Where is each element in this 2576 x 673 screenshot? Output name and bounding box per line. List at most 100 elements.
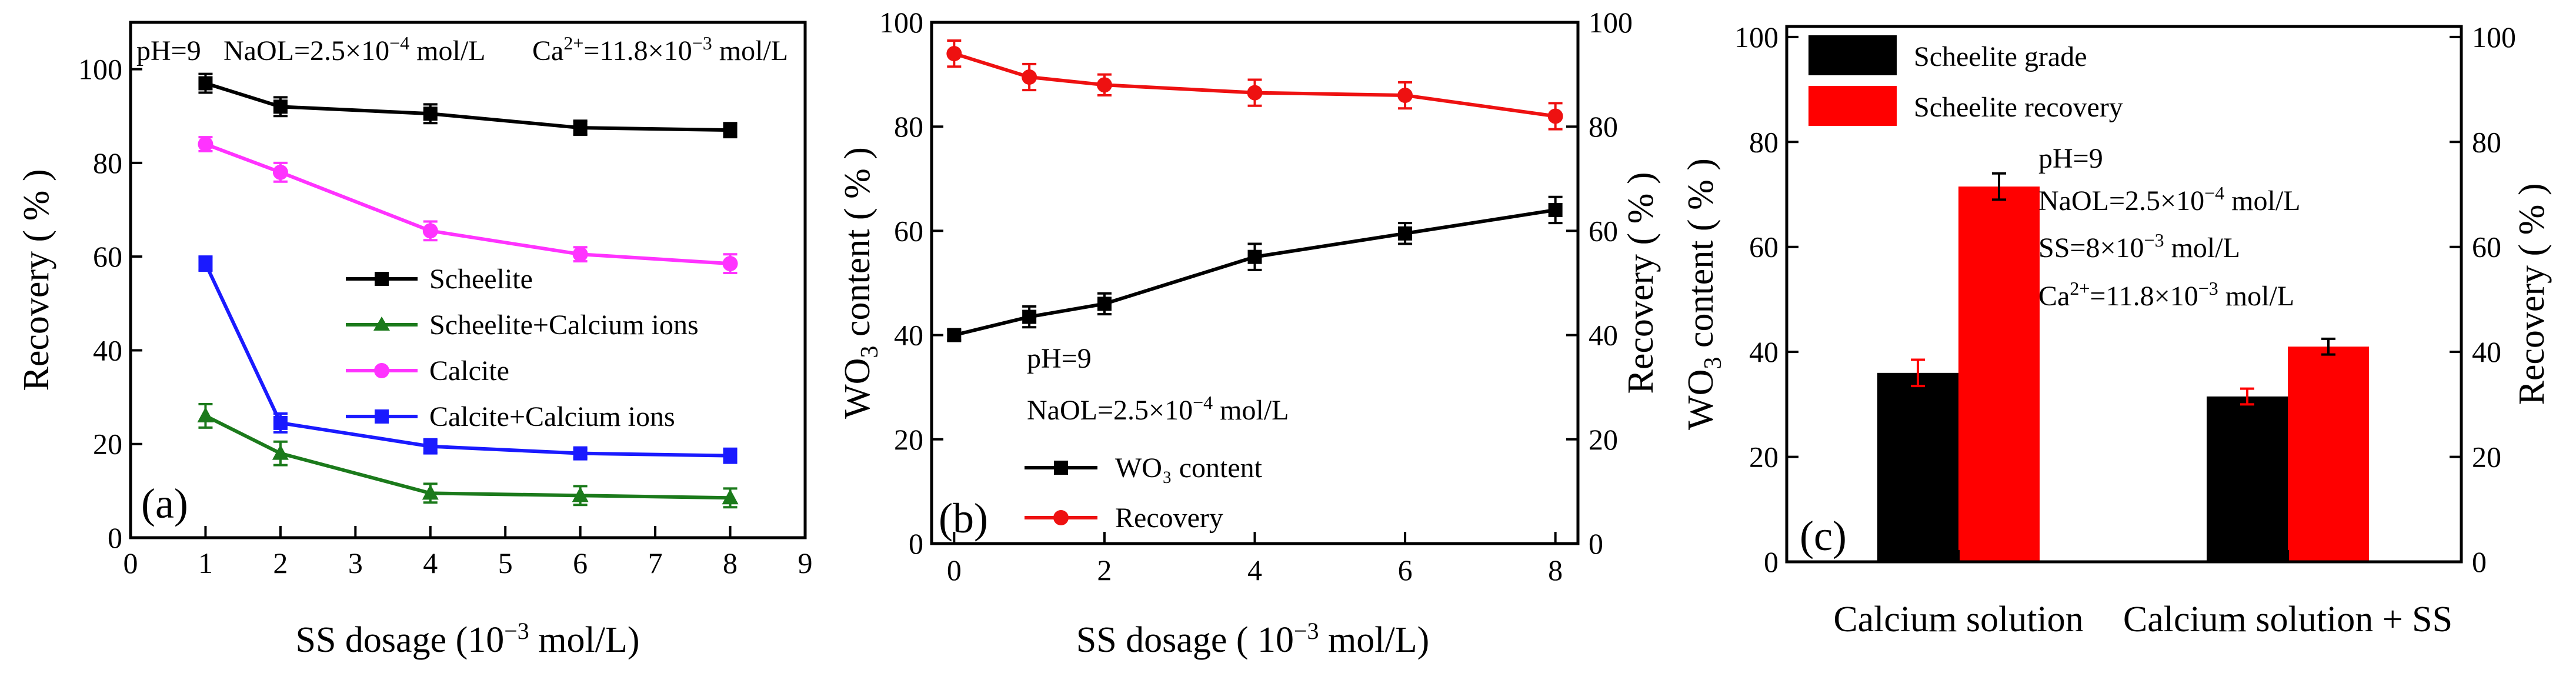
x-tick-label: 0 <box>124 547 138 579</box>
scheelite-calcium-ions-point <box>572 487 589 502</box>
x-tick-label: 2 <box>1097 554 1112 587</box>
y-tick-label-left: 100 <box>1734 21 1778 54</box>
legend-scheelite-grade: Scheelite grade <box>1914 41 2087 72</box>
y-tick-label: 20 <box>93 428 122 461</box>
scheelite-calcium-ions-point <box>197 407 214 422</box>
panel-c-naol: NaOL=2.5×10−4 mol/L <box>2038 182 2300 216</box>
y-tick-label-right: 100 <box>1589 6 1633 39</box>
scheelite-recovery-error-bar <box>1992 172 2006 201</box>
panel-b-naol: NaOL=2.5×10−4 mol/L <box>1027 392 1289 426</box>
legend-scheelite-calcium: Scheelite+Calcium ions <box>429 309 699 341</box>
calcite-point <box>272 164 288 180</box>
scheelite-grade-bar <box>1877 372 1958 562</box>
panel-b-label: (b) <box>939 495 988 542</box>
y-tick-label-left: 0 <box>909 527 923 560</box>
panel-c-frame <box>1785 25 2463 564</box>
x-tick-label: 6 <box>573 547 588 579</box>
panel-a-label: (a) <box>141 480 188 527</box>
y-tick-label-right: 40 <box>1589 319 1618 352</box>
recovery-point <box>946 46 962 62</box>
calcite-point <box>198 136 213 152</box>
panel-a-ph: pH=9 <box>136 35 201 66</box>
scheelite-calcium-ions-point <box>722 489 739 505</box>
category-label: Calcium solution <box>1833 599 2083 639</box>
panel-a-xlabel: SS dosage (10−3 mol/L) <box>295 618 639 660</box>
x-tick-label: 4 <box>423 547 438 579</box>
scheelite-grade-error-bar <box>2240 387 2254 406</box>
calcite-calcium-ions-point <box>723 448 738 463</box>
panel-c: 0 0 20 20 40 40 60 60 80 80 100 100 Calcium solution… <box>1681 21 2552 639</box>
scheelite-point <box>273 99 288 114</box>
scheelite-recovery-error-bar <box>2321 337 2335 356</box>
x-tick-label: 2 <box>273 547 288 579</box>
scheelite-point <box>198 76 213 91</box>
wo-content-point <box>1247 249 1262 264</box>
panel-c-ss: SS=8×10−3 mol/L <box>2038 229 2240 264</box>
x-tick-label: 4 <box>1247 554 1262 587</box>
y-tick-label-left: 40 <box>894 319 923 352</box>
y-tick-label: 100 <box>78 53 122 86</box>
y-tick-label: 80 <box>93 146 122 179</box>
wo-content-line <box>953 208 1556 337</box>
recovery-line <box>953 52 1556 118</box>
panel-b-legend: WO₃ content Recovery <box>1025 452 1263 534</box>
y-tick-label-right: 40 <box>2472 335 2501 368</box>
legend-scheelite-recovery: Scheelite recovery <box>1914 92 2123 123</box>
y-tick-label-left: 80 <box>1749 125 1778 158</box>
y-tick-label-left: 40 <box>1749 335 1778 368</box>
y-tick-label-left: 0 <box>1764 545 1778 578</box>
panel-a-frame <box>129 21 807 539</box>
x-tick-label: 6 <box>1398 554 1413 587</box>
y-tick-label-left: 20 <box>1749 441 1778 474</box>
calcite-calcium-ions-point <box>273 415 288 430</box>
panel-c-label: (c) <box>1800 512 1847 559</box>
scheelite-grade-error-bar <box>1911 358 1925 388</box>
y-tick-label-right: 20 <box>2472 441 2501 474</box>
legend-swatch-grade <box>1808 35 1897 75</box>
x-tick-label: 7 <box>648 547 663 579</box>
calcite-calcium-ions-point <box>198 256 213 271</box>
y-tick-label-right: 60 <box>2472 231 2501 264</box>
y-tick-label-right: 0 <box>2472 545 2487 578</box>
wo-content-point <box>947 328 962 342</box>
y-tick-label-left: 100 <box>879 6 923 39</box>
wo-content-point <box>1022 309 1037 324</box>
legend-recovery: Recovery <box>1115 502 1223 534</box>
scheelite-recovery-bar <box>1958 186 2040 562</box>
x-tick-label: 5 <box>498 547 513 579</box>
y-tick-label-right: 80 <box>1589 110 1618 143</box>
panel-a-calcium: Ca2+=11.8×10−3 mol/L <box>532 32 788 66</box>
scheelite-grade-bar <box>2207 396 2288 562</box>
x-tick-label: 1 <box>198 547 213 579</box>
calcite-point <box>722 256 738 272</box>
calcite-calcium-ions-point <box>423 439 438 454</box>
panel-a-legend: Scheelite Scheelite+Calcium ions Calcite… <box>346 264 699 432</box>
x-tick-label: 8 <box>1548 554 1563 587</box>
panel-a-ylabel: Recovery ( % ) <box>16 169 56 391</box>
panel-c-ph: pH=9 <box>2038 143 2103 174</box>
y-tick-label-left: 60 <box>1749 231 1778 264</box>
panel-c-calcium: Ca2+=11.8×10−3 mol/L <box>2038 278 2294 312</box>
y-tick-label-right: 0 <box>1589 527 1603 560</box>
y-tick-label: 0 <box>108 521 122 554</box>
scheelite-calcium-ions-point <box>272 444 289 460</box>
y-tick-label: 60 <box>93 240 122 273</box>
recovery-point <box>1547 108 1563 124</box>
x-tick-label: 9 <box>798 547 813 579</box>
calcite-point <box>572 246 588 262</box>
x-tick-label: 8 <box>723 547 738 579</box>
panel-b-xlabel: SS dosage ( 10−3 mol/L) <box>1076 618 1430 660</box>
wo-content-point <box>1398 226 1413 241</box>
x-tick-label: 3 <box>348 547 363 579</box>
panel-a-naol: NaOL=2.5×10−4 mol/L <box>223 32 485 66</box>
panel-b-ph: pH=9 <box>1027 343 1092 374</box>
y-tick-label: 40 <box>93 334 122 367</box>
y-tick-label-right: 20 <box>1589 423 1618 456</box>
recovery-point <box>1247 85 1263 101</box>
x-tick-label: 0 <box>947 554 962 587</box>
panel-c-legend: Scheelite grade Scheelite recovery <box>1808 35 2123 126</box>
legend-swatch-recovery <box>1808 86 1897 126</box>
legend-wo3-content: WO₃ content <box>1115 452 1263 484</box>
